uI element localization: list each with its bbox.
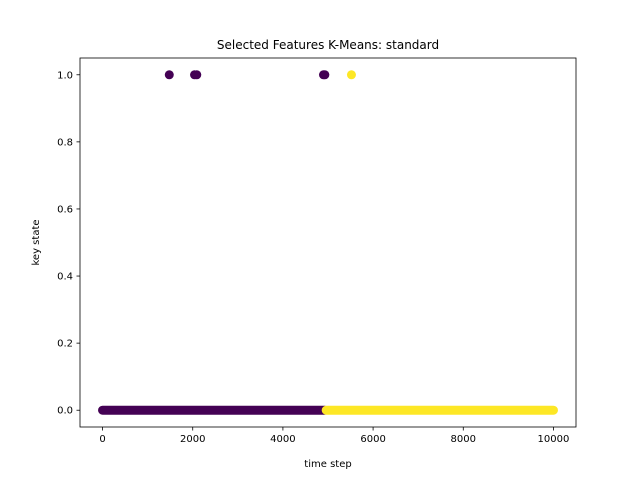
x-axis-label: time step — [304, 459, 351, 470]
x-axis-ticks: 0 2000 4000 6000 8000 10000 — [99, 427, 569, 445]
y-tick-label: 1.0 — [57, 70, 73, 81]
x-tick-label: 10000 — [538, 434, 570, 445]
x-tick-label: 0 — [99, 434, 105, 445]
x-tick-label: 2000 — [180, 434, 205, 445]
y-axis-label: key state — [31, 219, 42, 265]
cluster-0-point — [192, 70, 202, 80]
chart-title: Selected Features K-Means: standard — [217, 38, 439, 52]
plot-area-frame — [79, 57, 577, 428]
cluster-0-point — [320, 70, 330, 80]
y-tick-label: 0.6 — [57, 204, 73, 215]
y-tick-label: 0.8 — [57, 137, 73, 148]
x-tick-label: 4000 — [270, 434, 295, 445]
x-tick-label: 6000 — [360, 434, 385, 445]
y-tick-label: 0.4 — [57, 272, 73, 283]
cluster-1-point — [346, 70, 356, 80]
y-tick-label: 0.2 — [57, 339, 73, 350]
y-axis-ticks: 0.0 0.2 0.4 0.6 0.8 1.0 — [57, 70, 80, 417]
x-tick-label: 8000 — [451, 434, 476, 445]
cluster-0-point — [164, 70, 174, 80]
data-points — [98, 70, 558, 415]
y-tick-label: 0.0 — [57, 406, 73, 417]
